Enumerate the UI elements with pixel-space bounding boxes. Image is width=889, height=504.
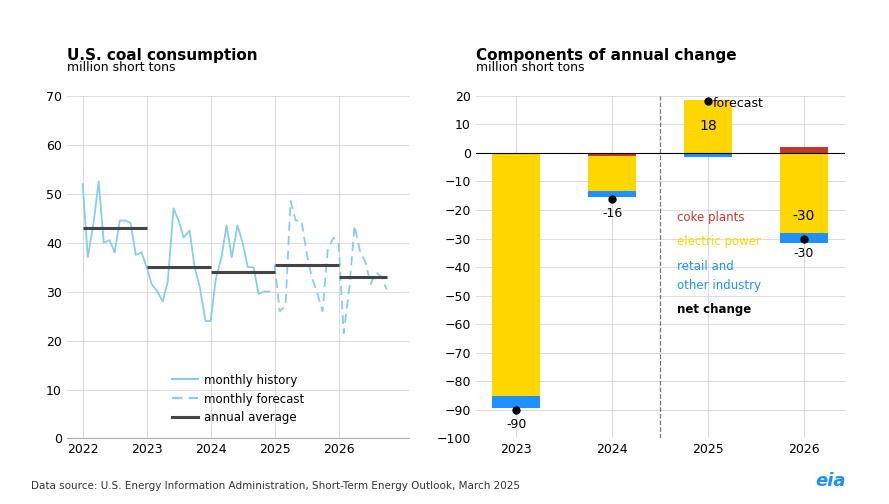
Text: 18: 18 bbox=[699, 119, 717, 134]
Bar bbox=[684, 153, 732, 157]
Bar bbox=[493, 396, 541, 408]
Text: eia: eia bbox=[816, 472, 846, 490]
Bar bbox=[780, 153, 828, 233]
Text: million short tons: million short tons bbox=[476, 61, 584, 74]
Text: -30: -30 bbox=[794, 247, 814, 260]
Bar bbox=[589, 153, 637, 192]
Text: retail and: retail and bbox=[677, 260, 734, 273]
Text: million short tons: million short tons bbox=[67, 61, 175, 74]
Text: coke plants: coke plants bbox=[677, 211, 745, 224]
Bar bbox=[589, 153, 637, 156]
Legend: monthly history, monthly forecast, annual average: monthly history, monthly forecast, annua… bbox=[167, 369, 308, 429]
Bar bbox=[780, 233, 828, 243]
Bar bbox=[589, 192, 637, 197]
Text: Data source: U.S. Energy Information Administration, Short-Term Energy Outlook, : Data source: U.S. Energy Information Adm… bbox=[31, 481, 520, 491]
Text: -30: -30 bbox=[793, 209, 815, 223]
Text: Components of annual change: Components of annual change bbox=[476, 48, 736, 63]
Text: U.S. coal consumption: U.S. coal consumption bbox=[67, 48, 257, 63]
Bar bbox=[493, 153, 541, 396]
Bar bbox=[684, 100, 732, 153]
Text: other industry: other industry bbox=[677, 279, 762, 292]
Text: -16: -16 bbox=[602, 207, 622, 220]
Text: -90: -90 bbox=[506, 418, 526, 431]
Bar bbox=[780, 147, 828, 153]
Text: net change: net change bbox=[677, 303, 752, 316]
Text: electric power: electric power bbox=[677, 235, 761, 248]
Text: forecast: forecast bbox=[713, 97, 764, 110]
